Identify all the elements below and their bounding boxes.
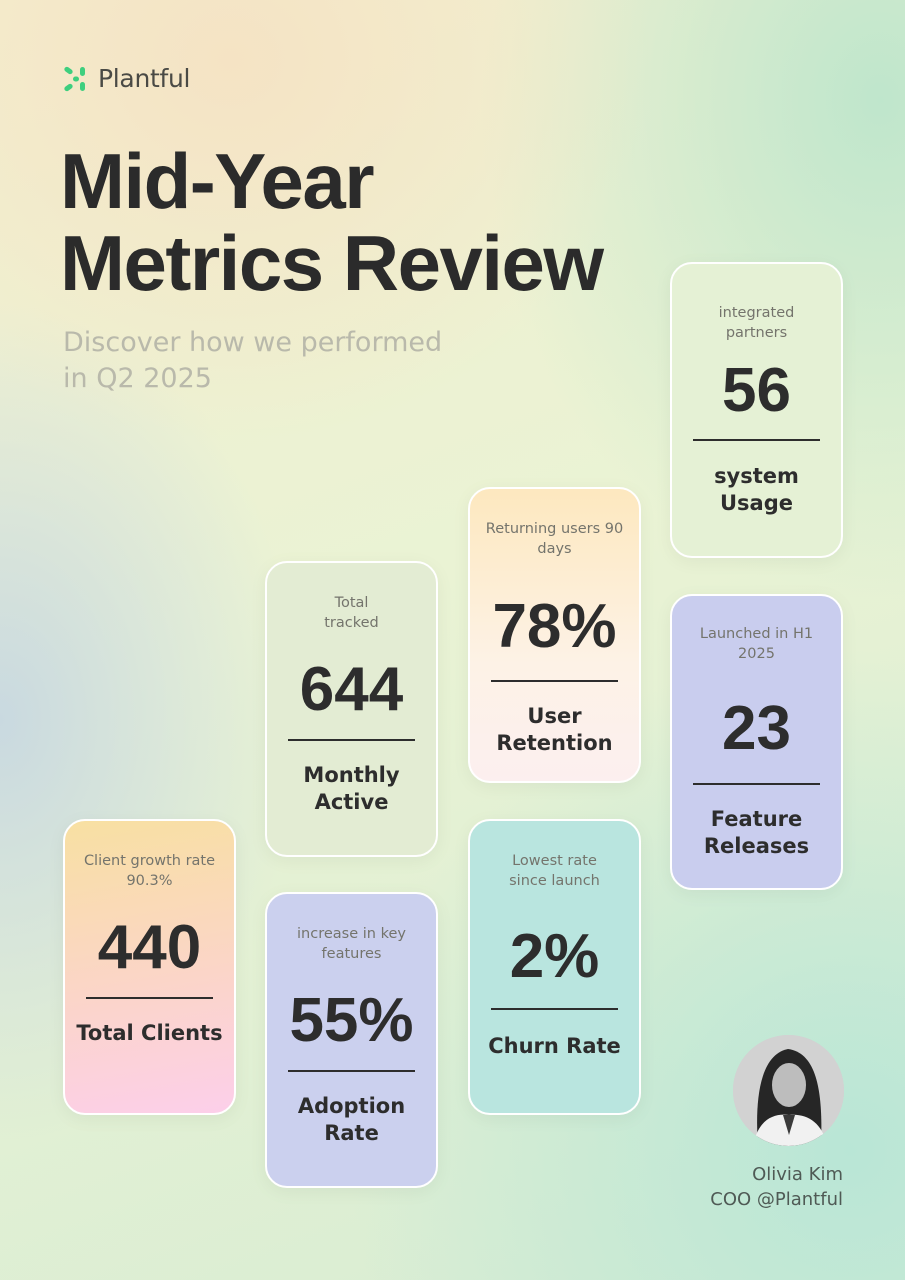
metric-label: system Usage <box>714 464 799 515</box>
metric-caption: Total tracked <box>324 595 379 631</box>
metric-label: Churn Rate <box>488 1034 621 1058</box>
metric-card-user-retention: Returning users 90 days 78% User Retenti… <box>468 487 641 783</box>
divider <box>491 1008 618 1010</box>
metric-label: Feature Releases <box>703 807 810 858</box>
metric-card-adoption-rate: increase in key features 55% Adoption Ra… <box>265 892 438 1188</box>
author-info: Olivia Kim COO @Plantful <box>710 1162 843 1212</box>
subtitle-line-2: in Q2 2025 <box>63 363 212 394</box>
plantful-logo-icon <box>64 66 85 91</box>
metric-caption: integrated partners <box>718 305 795 341</box>
divider <box>288 739 415 741</box>
page-subtitle: Discover how we performed in Q2 2025 <box>63 325 523 397</box>
subtitle-line-1: Discover how we performed <box>63 327 443 358</box>
metric-label: User Retention <box>496 704 613 755</box>
metric-card-churn-rate: Lowest rate since launch 2% Churn Rate <box>468 819 641 1115</box>
metric-caption: Launched in H1 2025 <box>699 626 814 662</box>
title-line-1: Mid-Year <box>60 137 375 225</box>
metric-caption: increase in key features <box>297 926 406 962</box>
metric-value: 2% <box>509 922 600 991</box>
author-role: COO @Plantful <box>710 1189 843 1210</box>
metric-caption: Lowest rate since launch <box>509 853 600 889</box>
page-title: Mid-Year Metrics Review <box>60 137 604 307</box>
author-name: Olivia Kim <box>752 1164 843 1185</box>
metric-value: 55% <box>289 986 414 1055</box>
author-avatar <box>733 1035 844 1146</box>
metric-value: 440 <box>97 913 202 982</box>
metric-label: Monthly Active <box>303 763 400 814</box>
metric-caption: Client growth rate 90.3% <box>83 853 216 889</box>
metric-value: 644 <box>299 655 404 724</box>
metric-value: 23 <box>722 694 791 763</box>
title-line-2: Metrics Review <box>60 219 604 307</box>
metric-card-feature-releases: Launched in H1 2025 23 Feature Releases <box>670 594 843 890</box>
divider <box>693 439 820 441</box>
metric-label: Total Clients <box>76 1021 223 1045</box>
metric-value: 78% <box>492 592 617 661</box>
brand-name: Plantful <box>98 64 191 93</box>
metric-value: 56 <box>722 356 791 425</box>
divider <box>86 997 213 999</box>
metric-card-monthly-active: Total tracked 644 Monthly Active <box>265 561 438 857</box>
divider <box>288 1070 415 1072</box>
divider <box>693 783 820 785</box>
brand-logo: Plantful <box>62 64 190 93</box>
divider <box>491 680 618 682</box>
metric-card-system-usage: integrated partners 56 system Usage <box>670 262 843 558</box>
person-photo-icon <box>733 1035 844 1146</box>
metric-card-total-clients: Client growth rate 90.3% 440 Total Clien… <box>63 819 236 1115</box>
metric-caption: Returning users 90 days <box>485 521 624 557</box>
metric-label: Adoption Rate <box>297 1094 406 1145</box>
